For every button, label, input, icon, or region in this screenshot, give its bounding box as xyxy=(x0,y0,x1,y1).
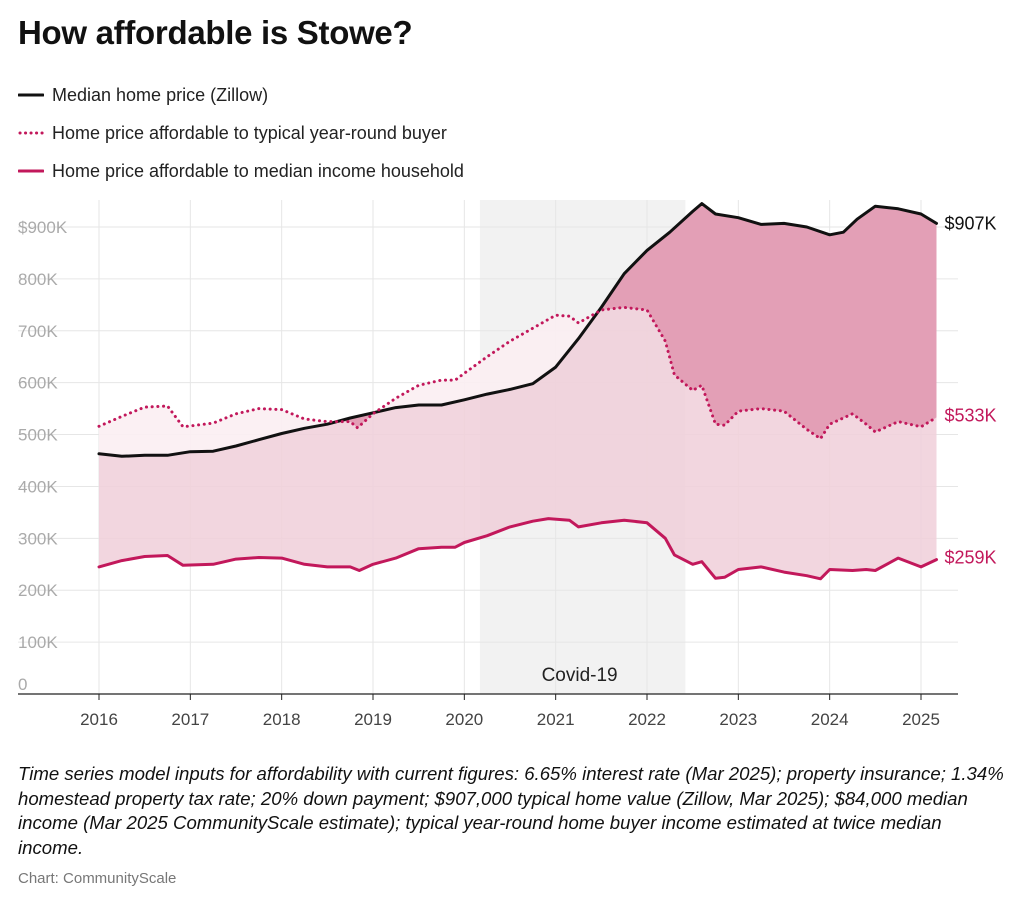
y-tick-label: 400K xyxy=(18,477,58,496)
legend-label: Home price affordable to typical year-ro… xyxy=(52,122,447,143)
legend-label: Home price affordable to median income h… xyxy=(52,160,464,181)
y-tick-label: 200K xyxy=(18,581,58,600)
y-tick-label: 600K xyxy=(18,374,58,393)
methodology-note: Time series model inputs for affordabili… xyxy=(18,763,1004,858)
gap-area-year-round-buyer xyxy=(337,412,375,428)
x-tick-label: 2020 xyxy=(445,710,483,729)
y-tick-label: 0 xyxy=(18,675,27,694)
chart-source: Chart: CommunityScale xyxy=(18,870,177,887)
covid-band-label: Covid-19 xyxy=(542,665,618,686)
affordability-line-chart: 0 100K 200K 300K 400K 500K 600K 700K 800K $900K 20… xyxy=(18,200,997,729)
surplus-area-year-round-buyer xyxy=(99,406,337,457)
end-label-median-income-household: $259K xyxy=(945,548,997,568)
series-line-year-round-buyer xyxy=(97,305,938,441)
y-tick-label: 500K xyxy=(18,426,58,445)
end-label-year-round-buyer: $533K xyxy=(945,405,997,425)
x-tick-label: 2023 xyxy=(719,710,757,729)
y-tick-label: 300K xyxy=(18,529,58,548)
y-tick-label: 100K xyxy=(18,633,58,652)
chart-title: How affordable is Stowe? xyxy=(18,14,413,51)
legend-item-year-round-buyer: Home price affordable to typical year-ro… xyxy=(18,114,464,152)
x-tick-label: 2022 xyxy=(628,710,666,729)
legend-swatch-solid-pink xyxy=(18,169,44,173)
legend-swatch-dotted-pink xyxy=(18,131,44,135)
x-tick-label: 2024 xyxy=(811,710,849,729)
legend-label: Median home price (Zillow) xyxy=(52,84,269,105)
legend: Median home price (Zillow) Home price af… xyxy=(18,76,464,190)
legend-item-median-home-price: Median home price (Zillow) xyxy=(18,76,464,114)
legend-swatch-solid-black xyxy=(18,93,44,97)
surplus-area-year-round-buyer xyxy=(375,312,598,413)
x-tick-label: 2017 xyxy=(171,710,209,729)
end-label-median-home-price: $907K xyxy=(945,213,997,233)
x-tick-label: 2019 xyxy=(354,710,392,729)
legend-item-median-income-household: Home price affordable to median income h… xyxy=(18,152,464,190)
x-tick-label: 2016 xyxy=(80,710,118,729)
x-tick-label: 2018 xyxy=(263,710,301,729)
x-tick-label: 2021 xyxy=(537,710,575,729)
gap-area-year-round-buyer xyxy=(598,203,937,439)
series-line-median-home-price xyxy=(97,202,938,458)
y-tick-label: 800K xyxy=(18,270,58,289)
y-tick-label: $900K xyxy=(18,218,68,237)
x-tick-label: 2025 xyxy=(902,710,940,729)
series-line-median-income-household xyxy=(97,517,938,581)
y-tick-label: 700K xyxy=(18,322,58,341)
